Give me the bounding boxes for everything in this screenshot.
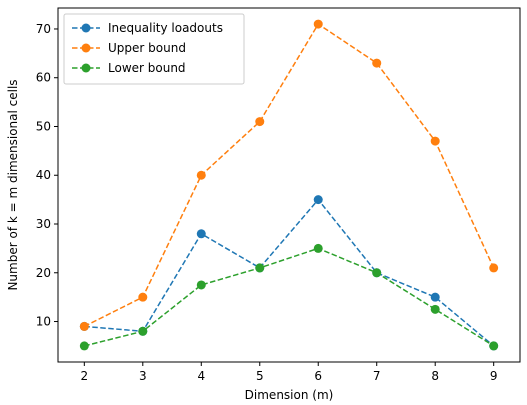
data-point [196,170,206,180]
legend: Inequality loadouts Upper bound Lower boun… [63,13,245,85]
y-axis-ticks: 10 20 30 40 50 60 70 [36,22,58,329]
plot-area-frame [57,7,521,363]
y-tick-label: 20 [36,266,51,280]
series-line-1 [83,23,495,328]
data-point [372,268,382,278]
y-tick-label: 30 [36,217,51,231]
series-line-2 [84,247,495,347]
data-point [138,292,148,302]
x-tick-label: 8 [431,369,439,383]
y-tick-label: 40 [36,168,51,182]
x-tick-label: 6 [314,369,322,383]
data-point [372,58,382,68]
data-point [489,341,499,351]
legend-marker [81,63,91,73]
legend-box [63,13,245,85]
x-tick-label: 7 [373,369,381,383]
data-point [196,280,206,290]
data-point [430,304,440,314]
series-layer [79,19,499,351]
y-tick-label: 70 [36,22,51,36]
data-point [313,195,323,205]
data-point [313,19,323,29]
data-point [313,243,323,253]
x-axis-label: Dimension (m) [245,388,334,402]
data-point [489,263,499,273]
x-tick-label: 2 [80,369,88,383]
data-point [196,229,206,239]
legend-marker [81,23,91,33]
y-tick-label: 10 [36,315,51,329]
x-axis-ticks: 2 3 4 5 6 7 8 9 [80,362,498,383]
legend-marker [81,43,91,53]
data-point [255,263,265,273]
legend-entries: Inequality loadouts Upper bound Lower boun… [72,21,223,75]
y-tick-label: 60 [36,71,51,85]
legend-label: Lower bound [108,61,186,75]
data-point [255,117,265,127]
data-point [430,136,440,146]
legend-label: Inequality loadouts [108,21,223,35]
data-point [79,341,89,351]
series-line-0 [84,198,495,347]
y-axis-label: Number of k = m dimensional cells [6,79,20,290]
legend-label: Upper bound [108,41,186,55]
data-point [430,292,440,302]
x-tick-label: 5 [256,369,264,383]
x-tick-label: 4 [197,369,205,383]
data-point [79,321,89,331]
x-tick-label: 3 [139,369,147,383]
x-tick-label: 9 [490,369,498,383]
data-point [138,326,148,336]
y-tick-label: 50 [36,119,51,133]
